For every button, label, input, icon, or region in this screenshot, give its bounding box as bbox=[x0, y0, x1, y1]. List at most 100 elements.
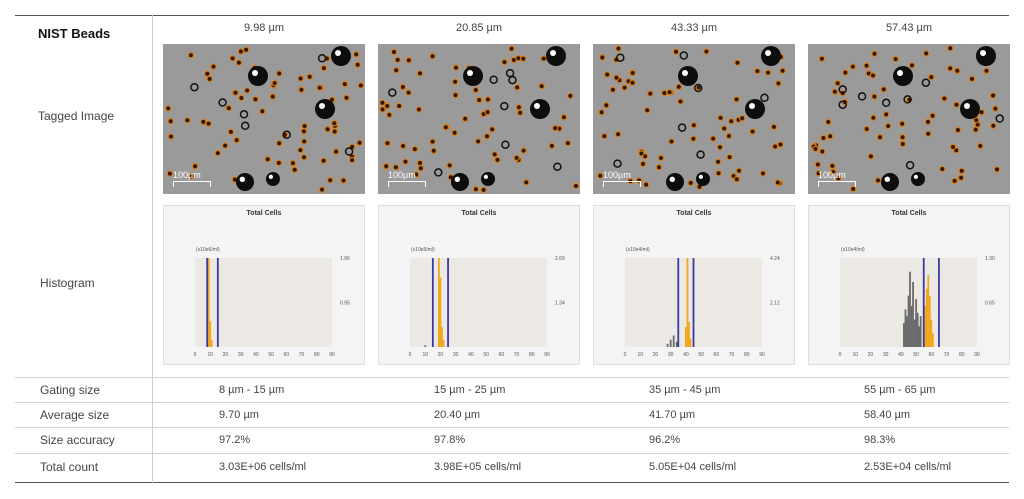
x-tick-label: 0 bbox=[624, 352, 627, 358]
x-tick-label: 30 bbox=[453, 352, 459, 358]
x-tick-label: 20 bbox=[438, 352, 444, 358]
tagged-bead bbox=[871, 93, 878, 100]
tagged-bead bbox=[870, 114, 877, 122]
tagged-bead bbox=[733, 96, 740, 103]
tagged-bead bbox=[725, 132, 733, 140]
scale-bar-label: 100µm bbox=[173, 170, 201, 180]
x-tick-label: 0 bbox=[409, 352, 412, 358]
average-size-value: 41.70 µm bbox=[649, 409, 696, 421]
small-bead bbox=[881, 98, 891, 108]
histogram-panel: Total Cells (x10e4/ml) 4.24 2.12 0 10 20 30 40… bbox=[593, 205, 795, 365]
tagged-bead bbox=[871, 50, 878, 58]
x-tick-label: 0 bbox=[194, 352, 197, 358]
tagged-bead bbox=[874, 177, 882, 184]
tagged-bead bbox=[774, 179, 781, 186]
tagged-bead bbox=[954, 67, 961, 74]
histogram-unit: (x10e4/ml) bbox=[626, 247, 650, 253]
histogram-bar bbox=[907, 295, 910, 347]
tagged-bead bbox=[677, 98, 684, 105]
size-accuracy-value: 97.8% bbox=[434, 434, 466, 446]
x-tick-label: 70 bbox=[299, 352, 305, 358]
small-bead bbox=[282, 130, 291, 140]
tagged-image: 100µm bbox=[163, 44, 365, 194]
tagged-bead bbox=[884, 122, 892, 130]
tagged-bead bbox=[880, 86, 887, 93]
tagged-bead bbox=[863, 125, 870, 133]
x-tick-label: 40 bbox=[683, 352, 689, 358]
histogram-panel: Total Cells (x10e5/ml) 2.69 1.34 0 10 20 30 40… bbox=[378, 205, 580, 365]
x-tick-label: 30 bbox=[883, 352, 889, 358]
histogram-title: Total Cells bbox=[891, 210, 927, 217]
tagged-bead bbox=[639, 160, 647, 168]
tagged-bead bbox=[243, 87, 251, 94]
tagged-bead bbox=[483, 133, 491, 140]
tagged-bead bbox=[451, 78, 459, 85]
histogram-bar bbox=[909, 271, 911, 347]
tagged-bead bbox=[417, 164, 425, 172]
small-bead bbox=[696, 150, 705, 159]
tagged-bead bbox=[842, 69, 849, 76]
tagged-bead bbox=[604, 71, 611, 78]
tagged-bead bbox=[538, 83, 545, 90]
tagged-bead bbox=[629, 79, 636, 87]
tagged-bead bbox=[275, 140, 283, 147]
y-tick-label: 1.34 bbox=[555, 301, 565, 307]
tagged-bead bbox=[928, 73, 935, 81]
tagged-bead bbox=[386, 111, 393, 119]
large-bead bbox=[911, 172, 925, 186]
tagged-bead bbox=[221, 142, 229, 149]
histogram-chart: 4.24 2.12 0 10 20 30 40 50 60 70 80 90 bbox=[624, 256, 780, 358]
row-label-total-count: Total count bbox=[40, 460, 99, 474]
tagged-bead bbox=[647, 90, 654, 97]
histogram-title: Total Cells bbox=[461, 210, 497, 217]
histogram-chart: 1.90 0.95 0 10 20 30 40 50 60 70 80 90 bbox=[194, 256, 350, 358]
tagged-bead bbox=[609, 86, 617, 93]
histogram-panel: Total Cells (x10e6/ml) 1.90 0.95 0 10 20 30 40… bbox=[163, 205, 365, 365]
tagged-image: 100µm bbox=[378, 44, 580, 194]
tagged-bead bbox=[205, 120, 212, 127]
small-bead bbox=[239, 110, 249, 119]
tagged-bead bbox=[442, 123, 450, 131]
small-bead bbox=[240, 121, 250, 131]
tagged-bead bbox=[392, 164, 400, 171]
tagged-bead bbox=[271, 79, 278, 87]
tagged-bead bbox=[523, 179, 530, 186]
tagged-bead bbox=[749, 128, 756, 135]
tagged-bead bbox=[430, 147, 437, 155]
x-tick-label: 50 bbox=[698, 352, 704, 358]
tagged-bead bbox=[331, 119, 338, 127]
tagged-bead bbox=[644, 107, 651, 114]
large-bead bbox=[451, 173, 469, 191]
tagged-bead bbox=[572, 182, 580, 190]
bead-highlight bbox=[467, 70, 473, 76]
histogram-chart: 1.30 0.65 0 10 20 30 40 50 60 70 80 90 bbox=[839, 256, 995, 358]
tagged-bead bbox=[668, 138, 675, 145]
large-bead bbox=[236, 173, 254, 191]
histogram-bar bbox=[688, 321, 690, 347]
tagged-bead bbox=[513, 84, 521, 91]
histogram-chart: 2.69 1.34 0 10 20 30 40 50 60 70 80 90 bbox=[409, 256, 565, 358]
histogram-bar bbox=[439, 277, 442, 347]
tagged-bead bbox=[899, 133, 906, 141]
tagged-bead bbox=[655, 163, 663, 171]
tagged-bead bbox=[733, 176, 740, 183]
bead-highlight bbox=[682, 70, 688, 76]
bead-highlight bbox=[483, 174, 488, 179]
histogram-bar bbox=[424, 345, 427, 347]
table-top-border bbox=[15, 15, 1009, 16]
tagged-bead bbox=[519, 55, 527, 63]
tagged-bead bbox=[613, 74, 620, 81]
tagged-bead bbox=[340, 177, 347, 184]
small-bead bbox=[218, 98, 227, 107]
row-label-tagged-image: Tagged Image bbox=[38, 109, 115, 123]
large-bead bbox=[315, 99, 335, 119]
x-tick-label: 20 bbox=[223, 352, 229, 358]
average-size-value: 20.40 µm bbox=[434, 409, 481, 421]
tagged-bead bbox=[232, 89, 239, 96]
histogram-bar bbox=[684, 327, 687, 347]
small-bead bbox=[838, 85, 847, 94]
row-divider bbox=[15, 402, 1009, 403]
tagged-bead bbox=[384, 139, 391, 147]
tagged-bead bbox=[331, 128, 338, 135]
tagged-bead bbox=[899, 140, 907, 148]
